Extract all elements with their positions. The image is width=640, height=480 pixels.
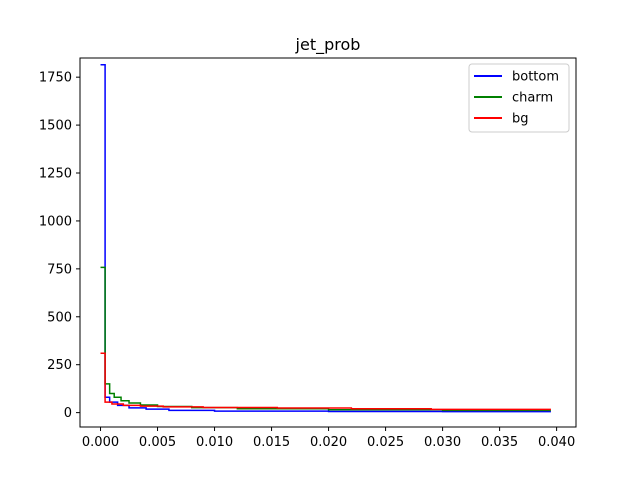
legend-label-charm: charm (512, 91, 553, 106)
x-tick-label: 0.035 (481, 435, 518, 450)
legend: bottom charm bg (468, 63, 570, 133)
series-line-bottom (100, 63, 551, 413)
x-tick-label: 0.020 (310, 435, 347, 450)
y-tick-label: 1000 (39, 214, 72, 229)
x-axis: 0.000 0.005 0.010 0.015 0.020 0.025 0.030 0.035… (82, 427, 575, 450)
plot-frame (79, 57, 577, 428)
y-tick-label: 1500 (39, 119, 72, 134)
legend-label-bottom: bottom (512, 70, 559, 85)
legend-label-bg: bg (512, 112, 529, 127)
x-tick-label: 0.010 (196, 435, 233, 450)
y-tick-label: 750 (47, 262, 72, 277)
y-tick-label: 1750 (39, 71, 72, 86)
x-tick-label: 0.005 (139, 435, 176, 450)
y-tick-label: 250 (47, 358, 72, 373)
x-tick-label: 0.015 (253, 435, 290, 450)
x-tick-label: 0.030 (424, 435, 461, 450)
series-layer (100, 63, 551, 413)
y-axis: 0 250 500 750 1000 1250 1500 1750 (39, 71, 80, 421)
legend-box (468, 63, 570, 133)
y-tick-label: 1250 (39, 167, 72, 182)
x-tick-label: 0.000 (82, 435, 119, 450)
series-line-bg (100, 352, 551, 411)
x-tick-label: 0.025 (367, 435, 404, 450)
series-line-charm (100, 266, 551, 412)
chart-title: jet_prob (295, 35, 361, 55)
y-tick-label: 500 (47, 310, 72, 325)
y-tick-label: 0 (64, 406, 72, 421)
x-tick-label: 0.040 (538, 435, 575, 450)
